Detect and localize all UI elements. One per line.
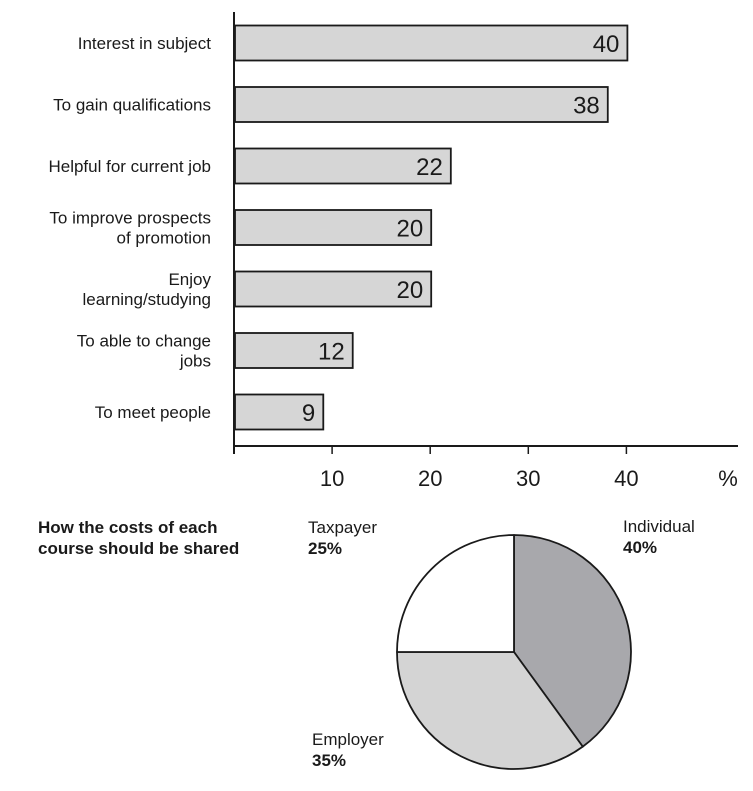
pie-slice-percent: 25% — [308, 539, 342, 558]
category-label: To gain qualifications — [53, 96, 211, 115]
bar — [234, 24, 629, 62]
category-label: To meet people — [95, 403, 211, 422]
pie-slice-name: Individual — [623, 517, 695, 536]
bar-chart: 10 20 30 40 % 40 Interest in subject 38 To gain … — [48, 12, 738, 491]
category-label: To improve prospects — [49, 209, 211, 228]
x-axis-unit-label: % — [718, 466, 738, 491]
bar-value-label: 9 — [302, 400, 315, 427]
category-label: of promotion — [117, 229, 212, 248]
pie-title: course should be shared — [38, 539, 239, 558]
bar-value-label: 20 — [396, 277, 423, 304]
bar — [234, 86, 609, 123]
bar-value-label: 20 — [396, 216, 423, 243]
bar — [234, 209, 433, 246]
pie-slice-employer — [396, 651, 584, 770]
x-tick-label: 10 — [320, 466, 344, 491]
category-label: Interest in subject — [78, 34, 212, 53]
pie-slice-taxpayer — [396, 534, 515, 653]
bar-value-label: 12 — [318, 339, 345, 366]
category-label: Helpful for current job — [48, 157, 211, 176]
x-tick-label: 20 — [418, 466, 442, 491]
bar-value-label: 38 — [573, 93, 600, 120]
x-tick-label: 40 — [614, 466, 638, 491]
category-label: Enjoy — [168, 270, 211, 289]
bar — [234, 147, 452, 185]
pie-slice-percent: 40% — [623, 538, 657, 557]
pie-chart: How the costs of each course should be sh… — [38, 517, 695, 770]
pie-slice-name: Taxpayer — [308, 518, 377, 537]
bar — [234, 332, 354, 369]
pie-title: How the costs of each — [38, 518, 217, 537]
x-tick-label: 30 — [516, 466, 540, 491]
bar — [234, 393, 325, 431]
category-label: jobs — [179, 352, 211, 371]
category-label: learning/studying — [82, 290, 211, 309]
pie-slice-percent: 35% — [312, 751, 346, 770]
bar-value-label: 22 — [416, 154, 443, 181]
pie-slice-name: Employer — [312, 730, 384, 749]
pie-slice-individual — [513, 534, 632, 748]
category-label: To able to change — [77, 332, 211, 351]
bar-value-label: 40 — [593, 31, 620, 58]
bar — [234, 270, 433, 308]
